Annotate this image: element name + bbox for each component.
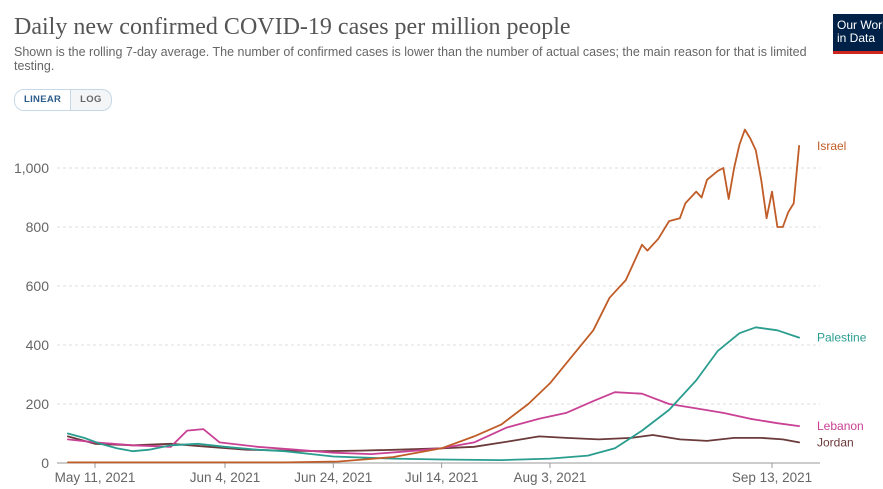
series-label-palestine: Palestine <box>817 331 867 345</box>
linear-scale-button[interactable]: LINEAR <box>15 90 72 110</box>
series-label-israel: Israel <box>817 139 846 153</box>
y-tick-label-600: 600 <box>26 278 50 294</box>
series-line-lebanon <box>67 391 800 455</box>
log-scale-button[interactable]: LOG <box>80 94 102 105</box>
y-tick-label-200: 200 <box>26 396 50 412</box>
y-tick-label-1000: 1,000 <box>14 160 49 176</box>
y-tick-label-400: 400 <box>26 337 50 353</box>
y-tick-label-0: 0 <box>41 455 49 471</box>
owid-logo[interactable]: Our World in Data <box>833 14 883 54</box>
x-tick-label-0: May 11, 2021 <box>55 470 136 485</box>
series-line-jordan <box>67 434 800 453</box>
scale-toggle: LINEAR LOG <box>14 89 112 111</box>
x-tick-label-2: Jun 24, 2021 <box>294 470 372 485</box>
x-tick-label-3: Jul 14, 2021 <box>405 470 479 485</box>
logo-line-2: in Data <box>837 31 876 45</box>
x-tick-label-1: Jun 4, 2021 <box>190 470 261 485</box>
chart-title: Daily new confirmed COVID-19 cases per m… <box>14 14 571 40</box>
x-tick-label-4: Aug 3, 2021 <box>514 470 587 485</box>
series-label-lebanon: Lebanon <box>817 419 864 433</box>
logo-line-1: Our World <box>837 18 883 32</box>
series-label-jordan: Jordan <box>817 435 854 449</box>
chart-subtitle: Shown is the rolling 7-day average. The … <box>14 45 807 73</box>
x-tick-label-5: Sep 13, 2021 <box>732 470 812 485</box>
series-line-israel <box>67 128 800 464</box>
y-tick-label-800: 800 <box>26 219 50 235</box>
